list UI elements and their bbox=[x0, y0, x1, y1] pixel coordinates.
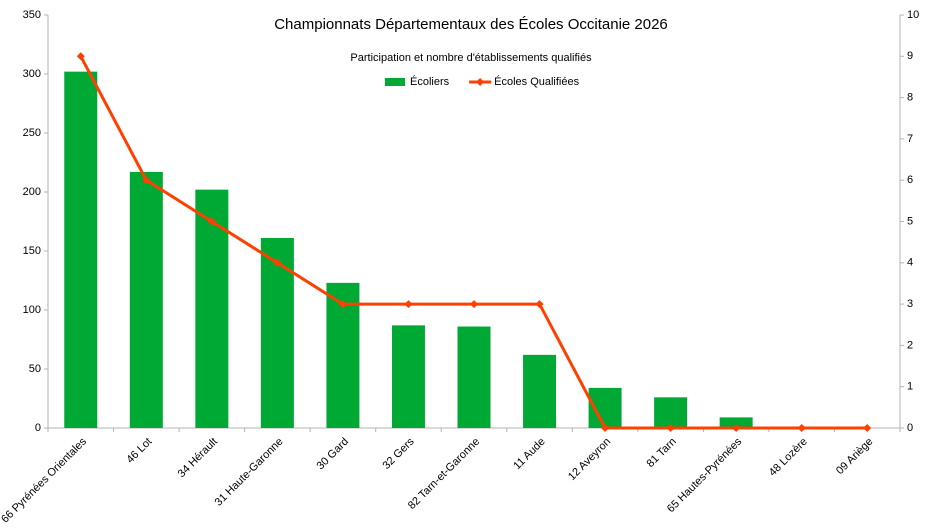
line-marker bbox=[76, 52, 85, 61]
y-tick-label: 100 bbox=[23, 304, 41, 316]
y2-tick-label: 2 bbox=[907, 339, 913, 351]
chart-subtitle: Participation et nombre d'établissements… bbox=[350, 52, 592, 64]
legend-swatch bbox=[385, 78, 405, 86]
y-tick-label: 150 bbox=[23, 245, 41, 257]
line-marker bbox=[142, 176, 151, 185]
line-marker bbox=[732, 424, 741, 432]
y-tick-label: 300 bbox=[23, 68, 41, 80]
line-marker bbox=[797, 424, 806, 432]
line-marker bbox=[273, 258, 282, 267]
y-tick-label: 200 bbox=[23, 186, 41, 198]
line-marker bbox=[338, 300, 347, 309]
y2-tick-label: 3 bbox=[907, 298, 913, 310]
y2-tick-label: 0 bbox=[907, 422, 913, 434]
bar bbox=[523, 354, 557, 428]
bar bbox=[64, 71, 98, 428]
bar bbox=[391, 325, 425, 428]
bar bbox=[457, 326, 491, 428]
y2-tick-label: 4 bbox=[907, 257, 913, 269]
y2-tick-label: 9 bbox=[907, 50, 913, 62]
y-tick-label: 0 bbox=[35, 422, 41, 434]
bar bbox=[654, 397, 688, 428]
line-marker bbox=[535, 300, 544, 309]
y2-tick-label: 5 bbox=[907, 215, 913, 227]
bar bbox=[129, 171, 163, 428]
line-marker bbox=[207, 217, 216, 226]
y-tick-label: 50 bbox=[29, 363, 41, 375]
legend-marker bbox=[476, 78, 485, 86]
line-marker bbox=[666, 424, 675, 432]
y2-tick-label: 6 bbox=[907, 174, 913, 186]
line-marker bbox=[863, 424, 872, 432]
line-marker bbox=[470, 300, 478, 309]
y-tick-label: 350 bbox=[23, 9, 41, 21]
bar bbox=[719, 417, 753, 428]
legend-label: Écoles Qualifiées bbox=[494, 75, 579, 88]
legend-label: Écoliers bbox=[410, 75, 450, 88]
line-marker bbox=[404, 300, 413, 309]
y2-tick-label: 7 bbox=[907, 133, 913, 145]
y2-tick-label: 1 bbox=[907, 381, 913, 393]
y-tick-label: 250 bbox=[23, 127, 41, 139]
chart-title: Championnats Départementaux des Écoles O… bbox=[274, 16, 668, 33]
y2-tick-label: 8 bbox=[907, 92, 913, 104]
y2-tick-label: 10 bbox=[907, 9, 919, 21]
line-marker bbox=[601, 424, 610, 432]
